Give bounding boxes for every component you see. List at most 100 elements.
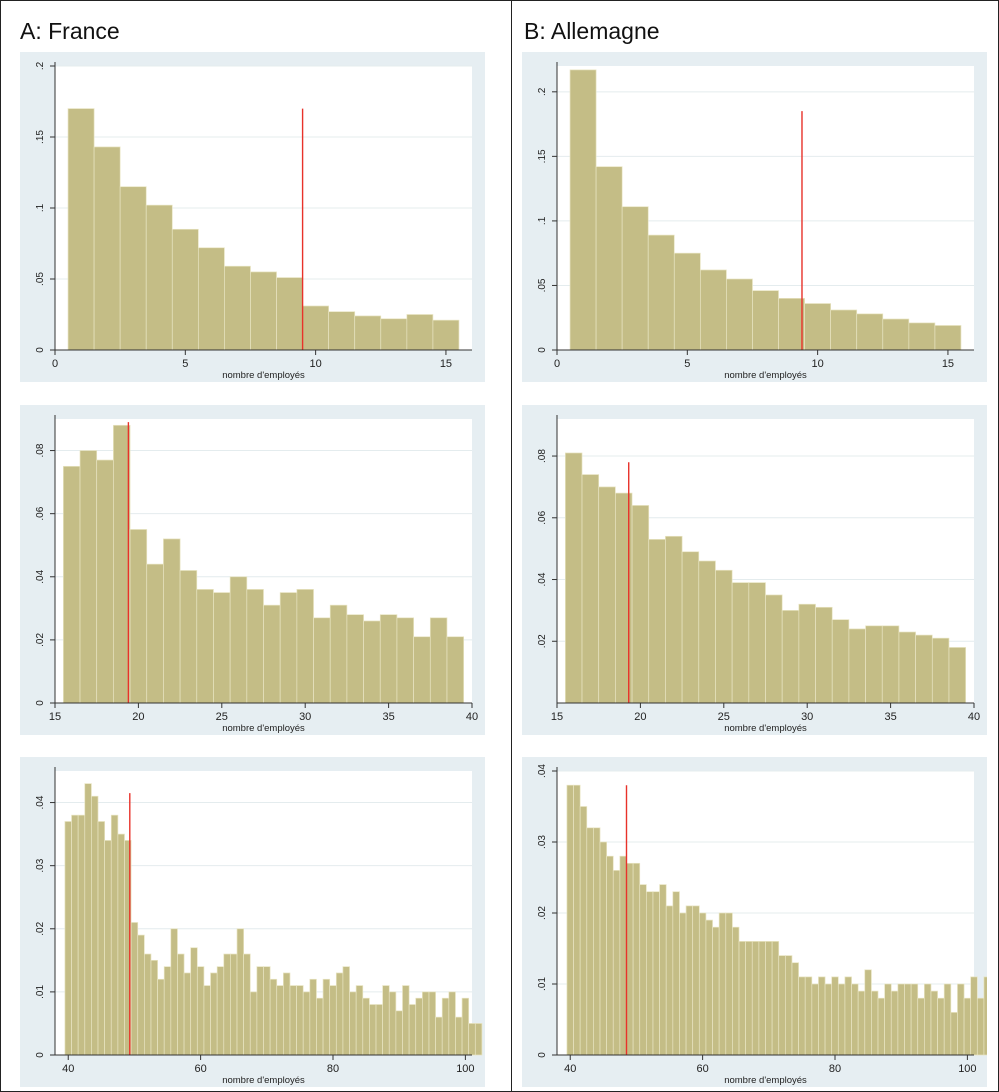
histogram-svg: .02 .04 .06 .08 15 20 25 30 35 40 nombre d'employé…	[522, 405, 987, 735]
histogram-bar	[937, 997, 945, 1056]
histogram-bar	[349, 991, 357, 1056]
y-tick-label: .06	[537, 510, 548, 524]
histogram-bar	[908, 322, 936, 351]
histogram-bar	[97, 821, 105, 1056]
histogram-bar	[413, 636, 431, 704]
histogram-bar	[881, 625, 900, 704]
histogram-bar	[67, 108, 95, 351]
histogram-bar	[791, 962, 799, 1056]
histogram-bar	[970, 976, 978, 1056]
y-tick-label: .02	[35, 633, 46, 647]
column-divider	[511, 0, 512, 1092]
histogram-bar	[632, 862, 641, 1056]
histogram-bar	[77, 814, 86, 1056]
histogram-bar	[715, 569, 733, 704]
histogram-bar	[117, 833, 125, 1056]
x-tick-label: 5	[684, 358, 690, 370]
histogram-bar	[831, 976, 839, 1056]
histogram-bar	[798, 603, 816, 704]
histogram-bar	[243, 953, 251, 1056]
histogram-bar	[446, 636, 465, 704]
histogram-bar	[213, 592, 231, 704]
histogram-bar	[815, 606, 833, 704]
histogram-bar	[595, 166, 623, 351]
histogram-bar	[246, 589, 264, 704]
x-tick-label: 80	[829, 1063, 841, 1075]
histogram-bar	[249, 991, 258, 1056]
histogram-bar	[119, 186, 147, 351]
histogram-bar	[712, 926, 720, 1056]
histogram-bar	[652, 891, 660, 1056]
histogram-bar	[157, 978, 165, 1056]
histogram-bar	[626, 862, 634, 1056]
histogram-bar	[930, 990, 938, 1056]
histogram-bar	[685, 905, 694, 1056]
histogram-bar	[665, 905, 674, 1056]
histogram-bar	[363, 620, 381, 704]
histogram-bar	[781, 610, 800, 704]
histogram-bar	[798, 976, 806, 1056]
y-tick-label: .01	[537, 977, 548, 991]
x-tick-label: 40	[968, 711, 980, 723]
x-tick-label: 25	[718, 711, 730, 723]
histogram-bar	[631, 505, 650, 704]
histogram-bar	[865, 625, 883, 704]
histogram-bar	[408, 1004, 417, 1056]
histogram-bar	[382, 985, 390, 1056]
histogram-bar	[216, 966, 225, 1056]
histogram-bar	[957, 983, 965, 1056]
y-tick-label: .05	[35, 272, 46, 286]
x-tick-label: 30	[299, 711, 311, 723]
y-tick-label: .08	[35, 443, 46, 457]
histogram-bar	[579, 806, 588, 1056]
histogram-bar	[844, 976, 852, 1056]
y-tick-label: .15	[35, 130, 46, 144]
chart-germany-40-100: 0 .01 .02 .03 .04 40 60 80 100 nombre d'employés	[522, 757, 987, 1087]
histogram-bar	[422, 991, 430, 1056]
y-tick-label: .03	[537, 835, 548, 849]
histogram-bar	[931, 637, 950, 704]
histogram-bar	[283, 972, 291, 1056]
x-axis-title: nombre d'employés	[724, 370, 807, 381]
histogram-bar	[190, 947, 198, 1056]
panel-title-france: A: France	[20, 18, 120, 44]
histogram-bar	[882, 318, 910, 351]
histogram-bar	[276, 277, 303, 351]
histogram-bar	[64, 821, 72, 1056]
histogram-bar	[96, 459, 114, 704]
histogram-bar	[342, 966, 350, 1056]
histogram-bar	[615, 492, 633, 704]
x-tick-label: 15	[49, 711, 61, 723]
histogram-bar	[362, 997, 370, 1056]
x-tick-label: 15	[551, 711, 563, 723]
histogram-bar	[619, 855, 627, 1056]
histogram-bar	[163, 966, 172, 1056]
histogram-bar	[229, 576, 248, 704]
y-tick-label: .02	[537, 906, 548, 920]
histogram-bar	[276, 985, 284, 1056]
histogram-bar	[639, 884, 647, 1056]
histogram-bar	[672, 891, 680, 1056]
histogram-bar	[289, 985, 297, 1056]
histogram-bar	[129, 529, 148, 704]
y-tick-label: .04	[537, 572, 548, 586]
histogram-bar	[79, 450, 98, 704]
x-tick-label: 40	[564, 1063, 576, 1075]
chart-germany-1-15: 0 .05 .1 .15 .2 0 5 10 15 nombre d'employés	[522, 52, 987, 382]
x-tick-label: 10	[812, 358, 824, 370]
x-tick-label: 35	[884, 711, 896, 723]
histogram-bar	[329, 604, 348, 704]
histogram-bar	[606, 855, 614, 1056]
histogram-bar	[329, 985, 337, 1056]
x-tick-label: 0	[554, 358, 560, 370]
histogram-bar	[210, 972, 218, 1056]
histogram-bar	[898, 631, 916, 704]
histogram-bar	[279, 592, 298, 704]
histogram-bar	[104, 840, 112, 1056]
histogram-svg: 0 .02 .04 .06 .08 15 20 25 30 35 40 nombre d'employ…	[20, 405, 485, 735]
histogram-bar	[748, 582, 766, 704]
histogram-bar	[593, 827, 601, 1056]
histogram-bar	[851, 983, 859, 1056]
y-tick-label: .08	[537, 449, 548, 463]
histogram-bar	[698, 560, 716, 704]
